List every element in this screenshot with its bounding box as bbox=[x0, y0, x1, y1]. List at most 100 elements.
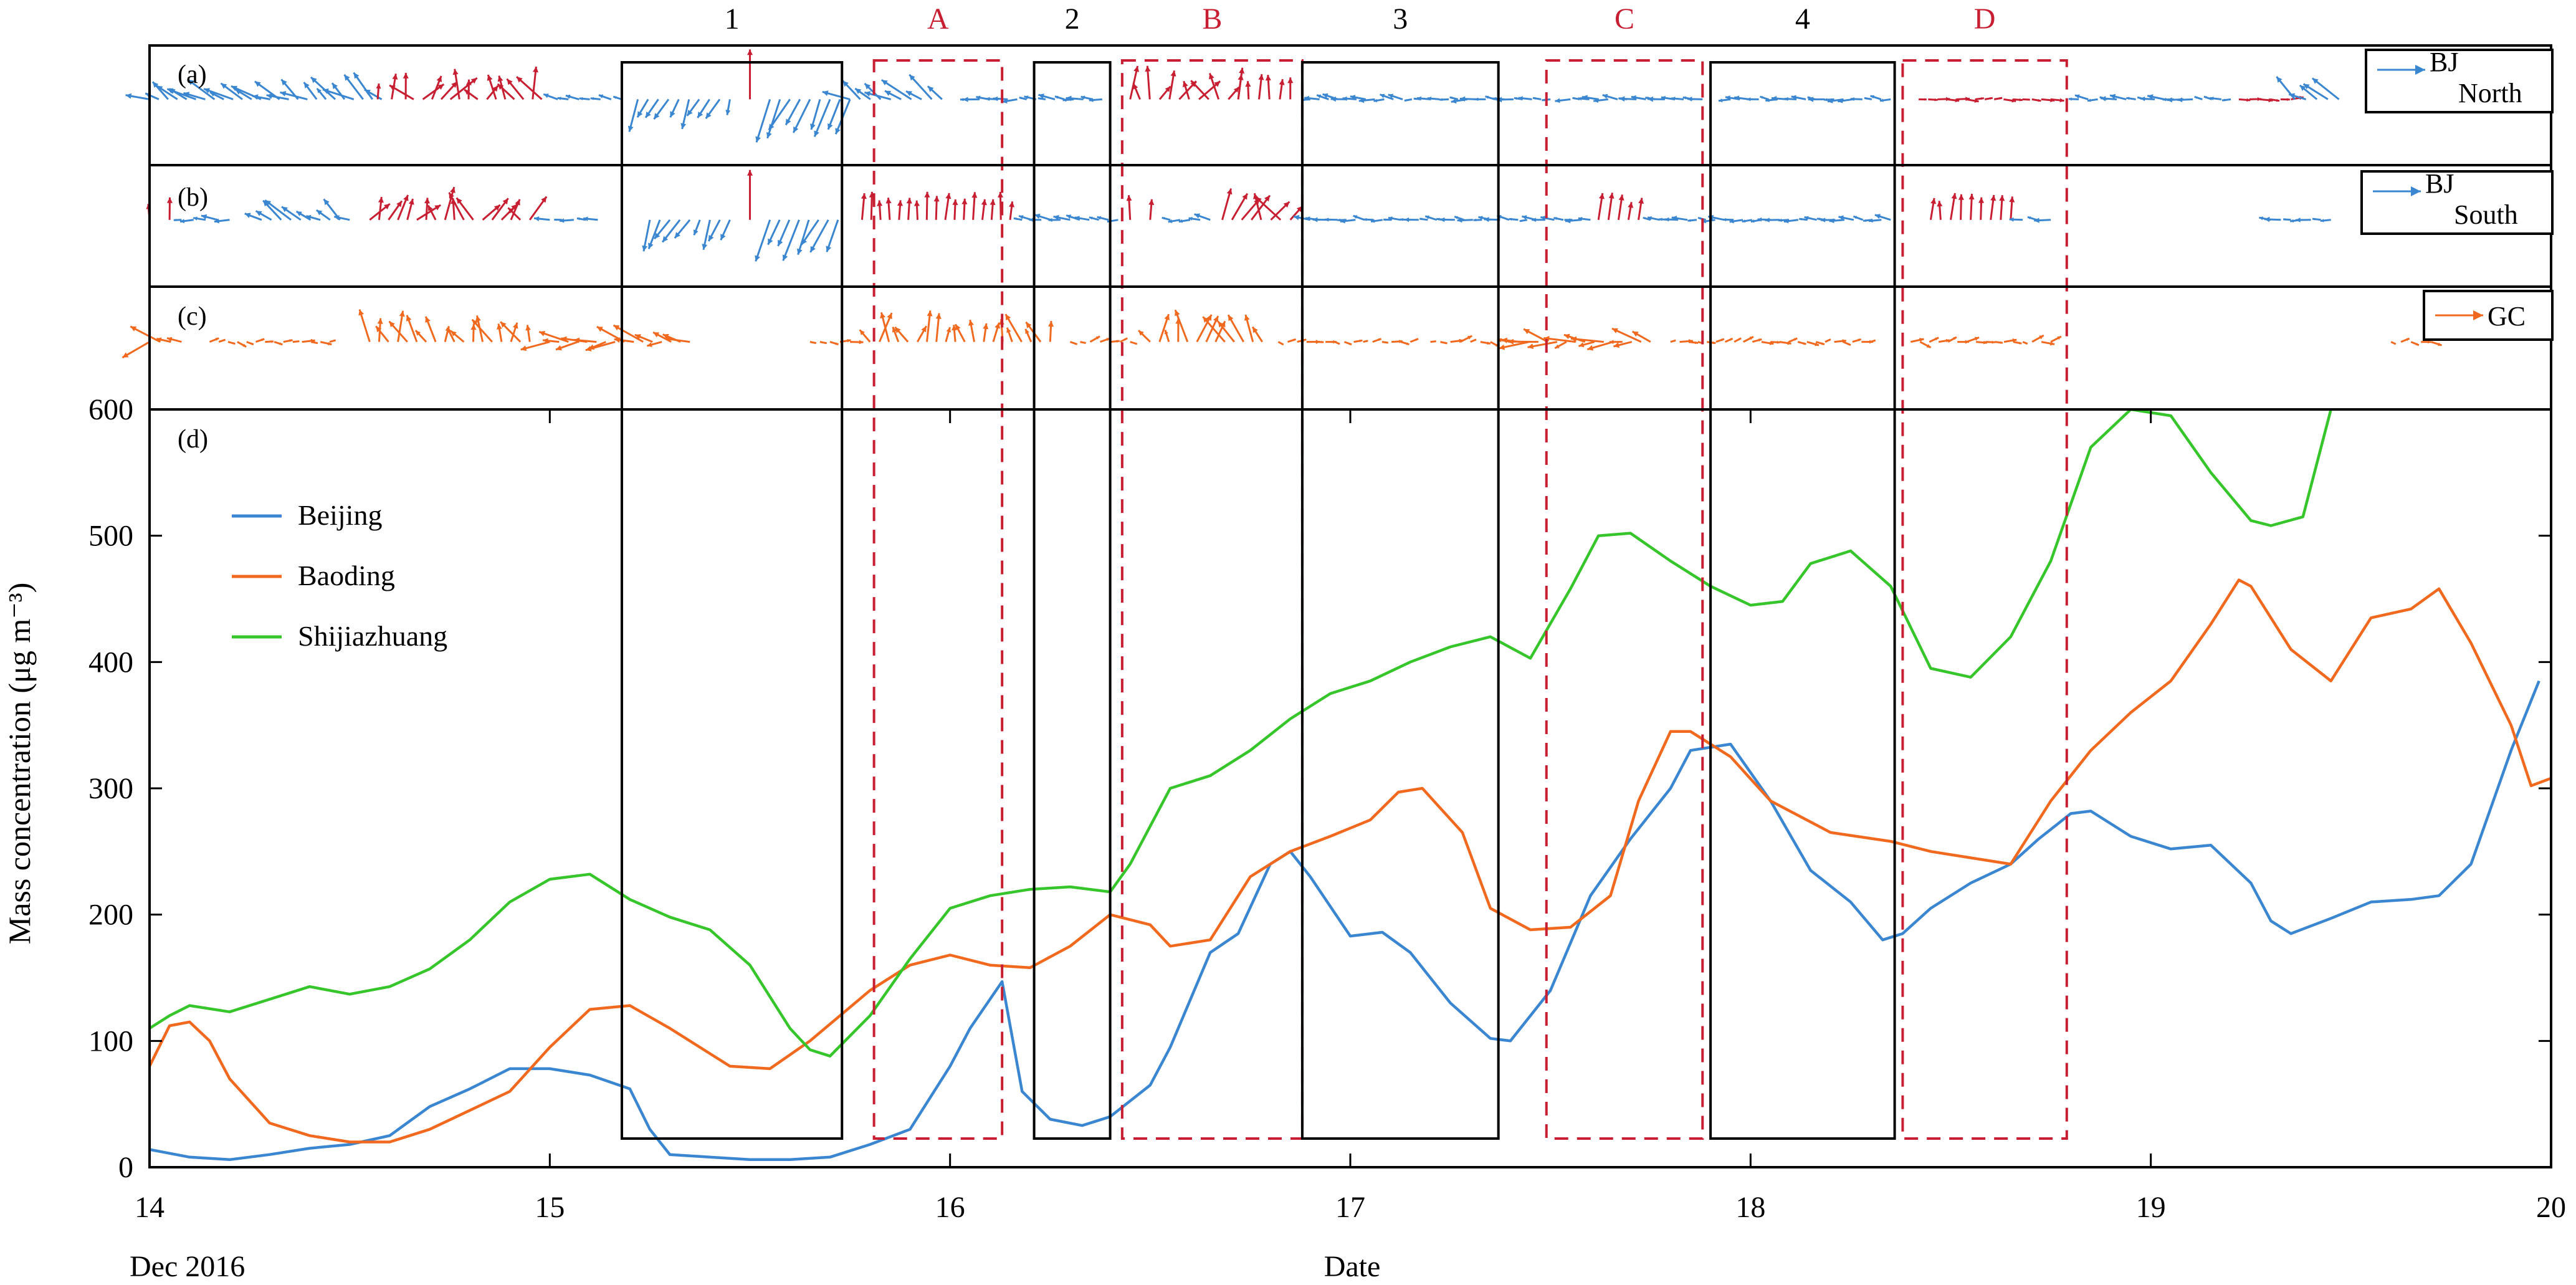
wind-vector bbox=[424, 198, 430, 220]
wind-vector bbox=[2302, 83, 2329, 100]
wind-vector-head bbox=[961, 198, 968, 204]
wind-vector-head bbox=[1066, 95, 1072, 102]
wind-vector bbox=[1228, 86, 1240, 100]
wind-vector-head bbox=[392, 74, 398, 80]
wind-vector-head bbox=[1701, 219, 1706, 224]
wind-vector bbox=[520, 341, 550, 351]
wind-vector-head bbox=[1399, 340, 1403, 343]
wind-vector-head bbox=[662, 333, 669, 340]
wind-vector-head bbox=[906, 198, 912, 204]
vector-key-sub: South bbox=[2454, 199, 2518, 230]
wind-vector-head bbox=[1048, 217, 1052, 222]
wind-vector-head bbox=[534, 216, 540, 222]
wind-vector-head bbox=[670, 111, 675, 118]
wind-vector bbox=[378, 196, 384, 220]
panel-label-c: (c) bbox=[178, 302, 207, 331]
wind-vector-head bbox=[1239, 67, 1245, 74]
wind-vector bbox=[448, 192, 465, 221]
wind-vector-head bbox=[842, 80, 849, 87]
wind-vector-head bbox=[1829, 218, 1834, 224]
wind-vector-head bbox=[1038, 93, 1044, 99]
y-tick-label: 400 bbox=[88, 646, 133, 679]
wind-vector bbox=[2177, 97, 2193, 103]
wind-vector bbox=[1919, 341, 1932, 349]
x-axis-subtitle: Dec 2016 bbox=[130, 1250, 245, 1283]
wind-vector bbox=[2312, 217, 2321, 221]
wind-vector bbox=[707, 219, 721, 242]
wind-vector bbox=[647, 219, 661, 250]
wind-vector-head bbox=[1874, 340, 1876, 342]
wind-vector-head bbox=[1074, 216, 1080, 221]
wind-vector-head bbox=[244, 213, 251, 218]
wind-vector bbox=[510, 199, 521, 221]
wind-vector bbox=[1976, 340, 1988, 345]
wind-vector bbox=[525, 325, 531, 342]
wind-vector bbox=[266, 93, 289, 100]
wind-vector-head bbox=[897, 200, 903, 206]
wind-vector bbox=[1995, 341, 2003, 344]
wind-vector-head bbox=[1353, 215, 1358, 219]
wind-vector bbox=[316, 209, 331, 221]
wind-vector-head bbox=[835, 128, 841, 135]
wind-vector bbox=[971, 192, 978, 220]
wind-vector bbox=[766, 98, 781, 139]
wind-vector bbox=[565, 94, 580, 100]
wind-vector-head bbox=[403, 194, 409, 201]
panel-label-d: (d) bbox=[178, 425, 208, 454]
wind-vector bbox=[156, 337, 171, 343]
wind-vector-head bbox=[1457, 217, 1462, 223]
wind-vector-head bbox=[1303, 338, 1307, 342]
wind-vector bbox=[1174, 309, 1189, 343]
wind-vector-head bbox=[497, 75, 503, 82]
wind-vector-head bbox=[945, 193, 952, 199]
wind-vector-head bbox=[554, 218, 557, 221]
wind-vector-head bbox=[826, 246, 831, 252]
wind-vector-head bbox=[353, 72, 360, 79]
wind-vector bbox=[1343, 341, 1352, 346]
wind-vector-head bbox=[1815, 342, 1820, 346]
wind-vector-head bbox=[835, 342, 839, 345]
wind-vector bbox=[1245, 81, 1251, 100]
wind-vector-head bbox=[1578, 217, 1583, 221]
wind-vector bbox=[992, 322, 1000, 343]
wind-vector bbox=[1410, 338, 1419, 343]
wind-vector bbox=[2311, 77, 2340, 100]
wind-vector-head bbox=[358, 309, 364, 316]
wind-vector-head bbox=[921, 326, 927, 333]
wind-vector-head bbox=[1542, 98, 1545, 102]
wind-vector-head bbox=[1425, 215, 1429, 219]
wind-vector bbox=[785, 98, 801, 126]
wind-vector-head bbox=[560, 218, 565, 223]
wind-vector bbox=[653, 98, 670, 120]
wind-vector-head bbox=[1024, 95, 1029, 100]
wind-vector bbox=[1279, 79, 1285, 100]
wind-vector-head bbox=[2011, 98, 2016, 103]
wind-vector bbox=[669, 98, 680, 118]
wind-vector-head bbox=[565, 94, 571, 99]
wind-vector bbox=[1555, 98, 1571, 103]
x-tick-label: 16 bbox=[935, 1191, 965, 1224]
wind-vector bbox=[1019, 97, 1027, 100]
wind-vector-head bbox=[449, 192, 454, 199]
wind-vector-head bbox=[861, 193, 867, 199]
wind-vector bbox=[661, 219, 681, 243]
wind-vector bbox=[1237, 74, 1244, 100]
wind-vector bbox=[646, 341, 662, 347]
wind-vector bbox=[358, 309, 371, 343]
wind-vector-head bbox=[906, 91, 912, 97]
wind-vector bbox=[933, 196, 940, 220]
wind-vector bbox=[1474, 97, 1486, 102]
wind-vector-head bbox=[1565, 218, 1571, 224]
wind-vector bbox=[452, 69, 460, 100]
wind-vector-head bbox=[2438, 342, 2442, 346]
wind-vector bbox=[1852, 338, 1862, 343]
wind-vector-head bbox=[766, 131, 772, 138]
wind-vector-head bbox=[1945, 338, 1950, 343]
wind-vector bbox=[1168, 70, 1176, 100]
wind-vector-head bbox=[1784, 97, 1788, 101]
wind-vector bbox=[1729, 219, 1744, 224]
wind-vector bbox=[2022, 341, 2028, 345]
wind-vector-head bbox=[378, 197, 384, 203]
wind-vector-head bbox=[598, 94, 604, 98]
wind-vector-shaft bbox=[766, 98, 781, 139]
